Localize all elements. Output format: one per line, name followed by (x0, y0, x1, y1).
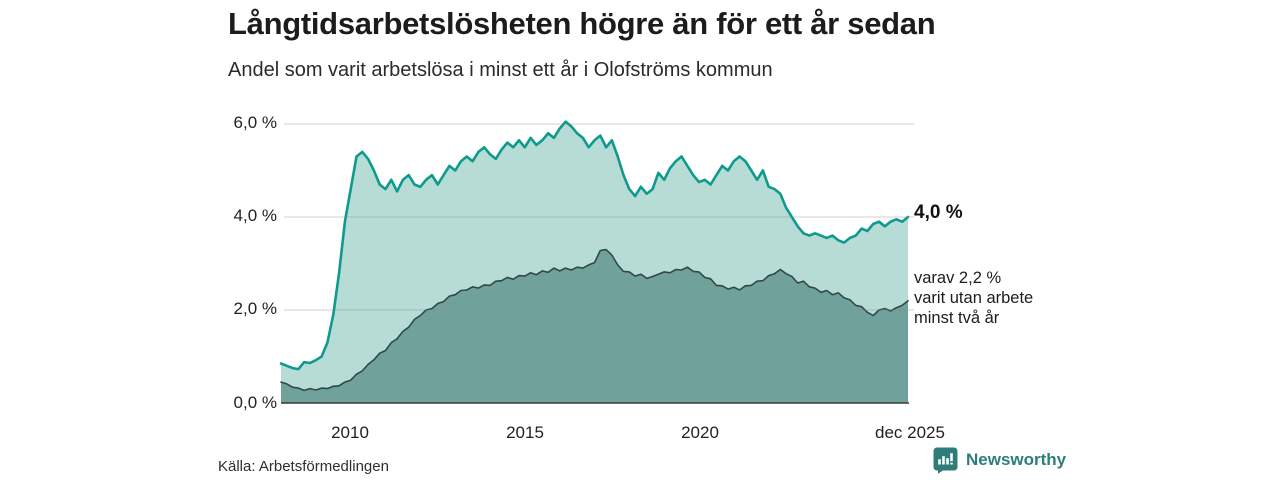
series-total-line (279, 120, 910, 371)
page-title: Långtidsarbetslösheten högre än för ett … (228, 6, 936, 41)
series-two-year-end-label-line3: minst två år (914, 309, 1000, 327)
x-tick-2015: 2015 (506, 423, 544, 442)
y-tick-6: 6,0 % (233, 113, 277, 132)
y-tick-0: 0,0 % (233, 393, 277, 412)
series-two-year-area (281, 249, 908, 403)
x-tick-dec-2025: dec 2025 (875, 423, 945, 442)
newsworthy-chart-bubble-icon (933, 447, 958, 474)
page-subtitle: Andel som varit arbetslösa i minst ett å… (228, 59, 773, 81)
brand-logo[interactable]: Newsworthy (933, 446, 1066, 474)
y-tick-2: 2,0 % (233, 299, 277, 318)
series-two-year-end-label-line2: varit utan arbete (914, 289, 1034, 307)
series-two-year-end-label: varav 2,2 % varit utan arbete minst två … (914, 268, 1084, 328)
series-total-end-label: 4,0 % (914, 202, 963, 223)
brand-name: Newsworthy (966, 450, 1067, 469)
series-two-year-line (280, 248, 909, 392)
source-credit: Källa: Arbetsförmedlingen (218, 458, 389, 475)
x-tick-2010: 2010 (331, 423, 369, 442)
x-tick-2020: 2020 (681, 423, 719, 442)
y-tick-4: 4,0 % (233, 206, 277, 225)
series-two-year-end-label-line1: varav 2,2 % (914, 269, 1002, 287)
